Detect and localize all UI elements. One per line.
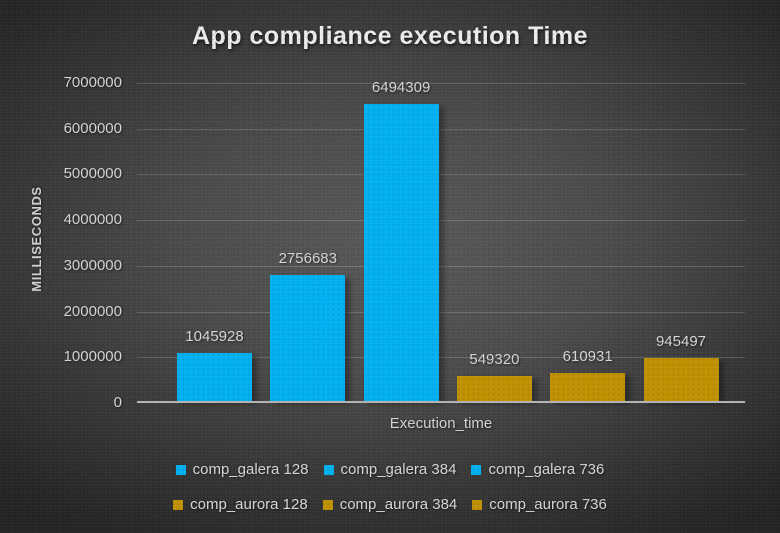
- legend-item-comp-aurora-736: comp_aurora 736: [472, 496, 607, 513]
- legend-label: comp_aurora 128: [190, 496, 308, 513]
- legend-color-chip-icon: [322, 499, 333, 510]
- comp-galera-384-value-label: 2756683: [278, 249, 337, 267]
- y-tick-label: 7000000: [63, 74, 122, 91]
- legend-row: comp_galera 128 comp_galera 384 comp_galer…: [0, 461, 780, 478]
- legend-label: comp_galera 384: [340, 461, 457, 478]
- legend-color-chip-icon: [472, 499, 483, 510]
- comp-aurora-736-bar: [643, 357, 719, 401]
- comp-aurora-384-value-label: 610931: [562, 348, 613, 366]
- y-tick-label: 3000000: [63, 256, 122, 274]
- plot-area: 1045928 2756683 6494309 549320 610931 945497: [137, 79, 745, 403]
- comp-galera-736-value-label: 6494309: [371, 79, 431, 97]
- comp-aurora-736-value-label: 945497: [655, 332, 707, 350]
- comp-galera-128-value-label: 1045928: [185, 328, 244, 346]
- y-tick-label: 2000000: [63, 302, 122, 320]
- legend-item-comp-galera-736: comp_galera 736: [471, 461, 604, 478]
- legend-item-comp-aurora-384: comp_aurora 384: [322, 496, 458, 513]
- y-gridline: [137, 83, 745, 84]
- legend-color-chip-icon: [175, 464, 186, 475]
- legend-color-chip-icon: [173, 499, 184, 510]
- y-gridline: [137, 311, 745, 313]
- y-gridline: [137, 265, 745, 267]
- y-gridline: [137, 174, 745, 176]
- y-tick-label: 1000000: [63, 348, 122, 366]
- legend-item-comp-galera-384: comp_galera 384: [323, 461, 457, 478]
- comp-galera-384-bar: [270, 274, 346, 401]
- legend-label: comp_galera 736: [488, 461, 605, 478]
- comp-galera-736-bar: [363, 104, 439, 401]
- y-tick-label: 6000000: [63, 119, 122, 137]
- y-tick-label: 4000000: [63, 211, 122, 229]
- legend-item-comp-galera-128: comp_galera 128: [175, 461, 309, 478]
- y-gridline: [137, 357, 745, 359]
- comp-galera-128-bar: [177, 353, 252, 401]
- legend-label: comp_galera 128: [192, 461, 309, 478]
- legend-color-chip-icon: [323, 464, 334, 475]
- comp-aurora-384-bar: [550, 373, 626, 401]
- legend-row: comp_aurora 128 comp_aurora 384 comp_auror…: [0, 496, 780, 513]
- comp-aurora-128-value-label: 549320: [469, 350, 520, 368]
- chart-legend: comp_galera 128 comp_galera 384 comp_galer…: [0, 461, 780, 513]
- y-tick-label: 0: [113, 394, 122, 411]
- x-axis-title: Execution_time: [389, 415, 493, 432]
- legend-label: comp_aurora 736: [489, 496, 607, 513]
- legend-label: comp_aurora 384: [339, 496, 458, 513]
- x-axis-line: [137, 401, 745, 403]
- comp-aurora-128-bar: [456, 375, 532, 401]
- chart-title: App compliance execution Time: [191, 22, 589, 50]
- y-gridline: [137, 128, 745, 130]
- y-gridline: [137, 220, 745, 222]
- legend-item-comp-aurora-128: comp_aurora 128: [173, 496, 308, 513]
- legend-color-chip-icon: [471, 464, 482, 475]
- y-tick-label: 5000000: [63, 165, 122, 183]
